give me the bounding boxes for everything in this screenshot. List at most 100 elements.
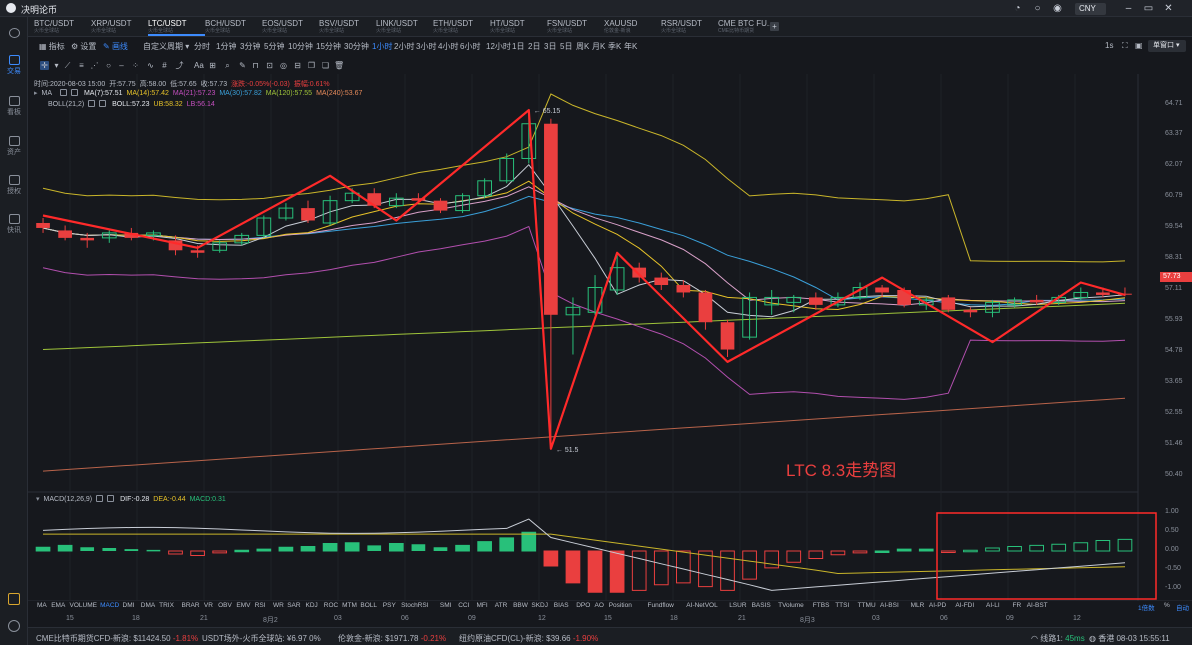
- period-option[interactable]: 分时: [194, 42, 210, 51]
- symbol-tab[interactable]: HT/USDT 火币全球站: [490, 19, 547, 36]
- channel-tool-icon[interactable]: ⋰: [90, 61, 99, 70]
- status-ticker-cme[interactable]: CME比特币期货CFD-新浪: $11424.50 -1.81%: [36, 634, 199, 643]
- status-ticker-gold[interactable]: 伦敦金-新浪: $1971.78 -0.21%: [338, 634, 447, 643]
- line-tool-icon[interactable]: ⟋: [64, 61, 71, 70]
- indicator-tab[interactable]: Position: [608, 602, 632, 609]
- fib-tool-icon[interactable]: ≡: [79, 61, 84, 70]
- layer-tool-icon[interactable]: ⊟: [294, 61, 301, 70]
- measure-tool-icon[interactable]: ⊞: [209, 61, 216, 70]
- magnet-tool-icon[interactable]: ⊓: [252, 61, 259, 70]
- grid-tool-icon[interactable]: #: [162, 61, 167, 70]
- period-option[interactable]: 12小时: [486, 42, 511, 51]
- indicator-tab[interactable]: VOLUME: [69, 602, 97, 609]
- indicator-tab[interactable]: WR: [273, 602, 284, 609]
- user-icon[interactable]: ◉: [1053, 3, 1062, 14]
- period-option[interactable]: 2日: [528, 42, 541, 51]
- indicator-tab[interactable]: KDJ: [305, 602, 318, 609]
- period-option[interactable]: 1日: [512, 42, 525, 51]
- search-icon[interactable]: ○: [1034, 3, 1041, 14]
- period-option[interactable]: 季K: [608, 42, 622, 51]
- indicator-tab[interactable]: DPO: [576, 602, 591, 609]
- indicator-tab[interactable]: Fundflow: [647, 602, 674, 609]
- symbol-tab[interactable]: XRP/USDT 火币全球站: [91, 19, 148, 36]
- text-tool-icon[interactable]: Aa: [194, 61, 204, 70]
- period-option[interactable]: 1小时: [372, 42, 393, 51]
- indicator-tab[interactable]: BBW: [513, 602, 528, 609]
- lock-tool-icon[interactable]: ⊡: [266, 61, 273, 70]
- period-option[interactable]: 3分钟: [240, 42, 261, 51]
- indicator-tab[interactable]: CCI: [458, 602, 470, 609]
- indicator-tab[interactable]: BIAS: [553, 602, 569, 609]
- indicator-tab[interactable]: MFI: [476, 602, 488, 609]
- toggle-icon[interactable]: [96, 495, 104, 502]
- symbol-tab[interactable]: XAUUSD 伦敦金-新浪: [604, 19, 661, 36]
- ratio-toggle[interactable]: 1倍数: [1138, 605, 1155, 612]
- currency-select[interactable]: CNY: [1075, 3, 1106, 15]
- period-option[interactable]: 5日: [560, 42, 573, 51]
- symbol-tab[interactable]: LTC/USDT 火币全球站: [148, 19, 205, 36]
- sidebar-item-news[interactable]: 快讯: [0, 214, 28, 235]
- indicator-tab[interactable]: SAR: [287, 602, 301, 609]
- indicator-tab[interactable]: BOLL: [360, 602, 378, 609]
- period-option[interactable]: 周K: [576, 42, 590, 51]
- chart-area[interactable]: ← 65.15 ← 51.5 时间:2020-08-03 15:00 开:57.75…: [28, 74, 1192, 645]
- indicator-tab[interactable]: AI-LI: [986, 602, 1000, 609]
- period-option[interactable]: 30分钟: [344, 42, 369, 51]
- close-icon[interactable]: ✕: [1164, 3, 1173, 14]
- indicator-button[interactable]: ▦ 指标: [39, 42, 65, 51]
- symbol-tab[interactable]: LINK/USDT 火币全球站: [376, 19, 433, 36]
- refresh-rate[interactable]: 1s: [1105, 41, 1114, 50]
- gift-icon[interactable]: [8, 593, 20, 605]
- indicator-tab[interactable]: MA: [37, 602, 47, 609]
- close-icon[interactable]: [99, 100, 107, 107]
- symbol-tab[interactable]: BSV/USDT 火币全球站: [319, 19, 376, 36]
- indicator-tab[interactable]: SMI: [439, 602, 452, 609]
- symbol-tab[interactable]: CME BTC FU... CME比特币期货: [718, 19, 775, 36]
- indicator-tab[interactable]: AI-NetVOL: [686, 602, 718, 609]
- indicator-tab[interactable]: MLR: [910, 602, 925, 609]
- period-option[interactable]: 6小时: [460, 42, 481, 51]
- period-option[interactable]: 4小时: [438, 42, 459, 51]
- indicator-tab[interactable]: VR: [203, 602, 213, 609]
- period-option[interactable]: 10分钟: [288, 42, 313, 51]
- indicator-tab[interactable]: MACD: [100, 602, 120, 609]
- status-ticker-oil[interactable]: 纽约原油CFD(CL)-新浪: $39.66 -1.90%: [459, 634, 599, 643]
- curve-tool-icon[interactable]: ∿: [147, 61, 154, 70]
- toggle-icon[interactable]: [88, 100, 96, 107]
- path-tool-icon[interactable]: ⤴: [175, 61, 184, 70]
- auto-toggle[interactable]: 自动: [1176, 605, 1189, 612]
- percent-toggle[interactable]: %: [1164, 602, 1170, 609]
- bell-icon[interactable]: ◔: [1014, 3, 1021, 14]
- period-option[interactable]: 2小时: [394, 42, 415, 51]
- dash-tool-icon[interactable]: ‒: [119, 61, 124, 70]
- period-option[interactable]: 月K: [592, 42, 606, 51]
- window-mode-select[interactable]: 单窗口 ▾: [1148, 40, 1186, 52]
- period-option[interactable]: 5分钟: [264, 42, 285, 51]
- fullscreen-icon[interactable]: ⛶: [1122, 41, 1128, 50]
- status-ticker-usdt[interactable]: USDT场外-火币全球站: ¥6.97 0%: [202, 634, 321, 643]
- period-option[interactable]: 3小时: [416, 42, 437, 51]
- indicator-tab[interactable]: SKDJ: [531, 602, 549, 609]
- indicator-tab[interactable]: MTM: [342, 602, 357, 609]
- zoom-tool-icon[interactable]: ⌕: [225, 61, 230, 70]
- status-line[interactable]: ◠ 线路1: 45ms: [1031, 634, 1085, 643]
- delete-tool-icon[interactable]: 🗑: [334, 61, 345, 70]
- symbol-tab[interactable]: EOS/USDT 火币全球站: [262, 19, 319, 36]
- crosshair-tool-icon[interactable]: ✛: [40, 61, 49, 70]
- indicator-tab[interactable]: TVolume: [778, 602, 804, 609]
- indicator-tab[interactable]: BASIS: [751, 602, 771, 609]
- indicator-tab[interactable]: AO: [594, 602, 604, 609]
- sidebar-item-board[interactable]: 看板: [0, 96, 28, 117]
- close-icon[interactable]: [71, 89, 79, 96]
- draw-button[interactable]: ✎ 画线: [103, 42, 128, 51]
- indicator-tab[interactable]: DMI: [122, 602, 135, 609]
- sidebar-item-trade[interactable]: 交易: [0, 55, 28, 76]
- indicator-tab[interactable]: StochRSI: [401, 602, 429, 609]
- indicator-tab[interactable]: ROC: [323, 602, 339, 609]
- indicator-tab[interactable]: BRAR: [181, 602, 200, 609]
- indicator-tab[interactable]: FTBS: [812, 602, 830, 609]
- copy-tool-icon[interactable]: ❐: [307, 61, 316, 70]
- settings-icon[interactable]: [8, 620, 20, 632]
- indicator-tab[interactable]: AI-PD: [928, 602, 947, 609]
- dropdown-icon[interactable]: ▾: [54, 61, 59, 70]
